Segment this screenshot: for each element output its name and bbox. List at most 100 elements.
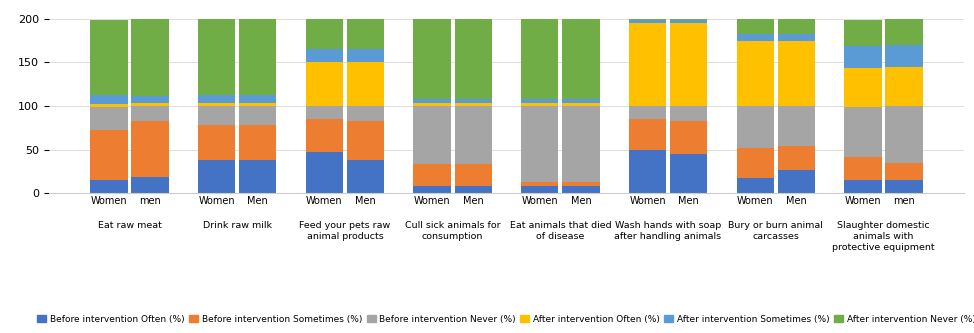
Bar [240, 95, 277, 103]
Bar [844, 157, 881, 180]
Bar [198, 106, 236, 125]
Bar [347, 106, 384, 121]
Bar [91, 104, 128, 107]
Bar [521, 186, 558, 193]
Bar [844, 180, 881, 193]
Bar [629, 150, 666, 193]
Bar [629, 19, 666, 20]
Bar [670, 121, 707, 154]
Bar [736, 34, 773, 41]
Bar [521, 106, 558, 182]
Bar [131, 106, 169, 121]
Bar [306, 62, 343, 106]
Bar [347, 160, 384, 193]
Bar [885, 45, 922, 67]
Bar [521, 19, 558, 99]
Bar [240, 125, 277, 160]
Bar [91, 107, 128, 130]
Bar [306, 119, 343, 152]
Bar [562, 106, 600, 182]
Bar [629, 23, 666, 106]
Bar [844, 107, 881, 157]
Bar [131, 96, 169, 103]
Bar [777, 169, 815, 193]
Bar [777, 41, 815, 106]
Bar [413, 186, 451, 193]
Text: Wash hands with soap
after handling animals: Wash hands with soap after handling anim… [615, 221, 722, 241]
Bar [885, 180, 922, 193]
Bar [844, 20, 881, 46]
Bar [306, 49, 343, 62]
Bar [240, 19, 277, 95]
Bar [413, 19, 451, 99]
Bar [131, 121, 169, 177]
Bar [736, 148, 773, 178]
Bar [885, 67, 922, 106]
Bar [629, 106, 666, 119]
Bar [777, 106, 815, 146]
Bar [670, 154, 707, 193]
Bar [455, 19, 492, 99]
Bar [198, 125, 236, 160]
Bar [562, 19, 600, 99]
Bar [736, 178, 773, 193]
Bar [670, 19, 707, 20]
Bar [347, 121, 384, 160]
Text: Feed your pets raw
animal products: Feed your pets raw animal products [299, 221, 391, 241]
Bar [629, 119, 666, 150]
Bar [347, 49, 384, 62]
Bar [131, 19, 169, 96]
Text: Drink raw milk: Drink raw milk [203, 221, 272, 230]
Text: Eat animals that died
of disease: Eat animals that died of disease [509, 221, 611, 241]
Text: Bury or burn animal
carcasses: Bury or burn animal carcasses [729, 221, 823, 241]
Legend: Before intervention Often (%), Before intervention Sometimes (%), Before interve: Before intervention Often (%), Before in… [34, 311, 974, 327]
Bar [91, 96, 128, 104]
Bar [562, 99, 600, 103]
Bar [455, 165, 492, 186]
Bar [413, 99, 451, 103]
Bar [306, 19, 343, 49]
Bar [885, 19, 922, 45]
Bar [777, 19, 815, 34]
Bar [347, 19, 384, 49]
Bar [629, 20, 666, 23]
Bar [413, 165, 451, 186]
Bar [562, 182, 600, 186]
Bar [736, 41, 773, 106]
Bar [670, 106, 707, 121]
Bar [844, 46, 881, 68]
Bar [306, 106, 343, 119]
Bar [240, 160, 277, 193]
Bar [240, 103, 277, 106]
Bar [521, 99, 558, 103]
Bar [91, 130, 128, 180]
Bar [885, 106, 922, 163]
Bar [562, 103, 600, 106]
Bar [413, 103, 451, 106]
Bar [521, 103, 558, 106]
Bar [413, 106, 451, 165]
Bar [131, 177, 169, 193]
Bar [455, 99, 492, 103]
Bar [240, 106, 277, 125]
Bar [885, 163, 922, 180]
Bar [844, 68, 881, 107]
Bar [562, 186, 600, 193]
Bar [777, 34, 815, 41]
Text: Eat raw meat: Eat raw meat [97, 221, 162, 230]
Bar [198, 19, 236, 95]
Text: Slaughter domestic
animals with
protective equipment: Slaughter domestic animals with protecti… [832, 221, 935, 252]
Bar [306, 152, 343, 193]
Text: Cull sick animals for
consumption: Cull sick animals for consumption [405, 221, 501, 241]
Bar [455, 186, 492, 193]
Bar [777, 146, 815, 169]
Bar [198, 95, 236, 103]
Bar [91, 180, 128, 193]
Bar [198, 103, 236, 106]
Bar [736, 106, 773, 148]
Bar [670, 20, 707, 23]
Bar [131, 103, 169, 106]
Bar [670, 23, 707, 106]
Bar [455, 103, 492, 106]
Bar [91, 20, 128, 96]
